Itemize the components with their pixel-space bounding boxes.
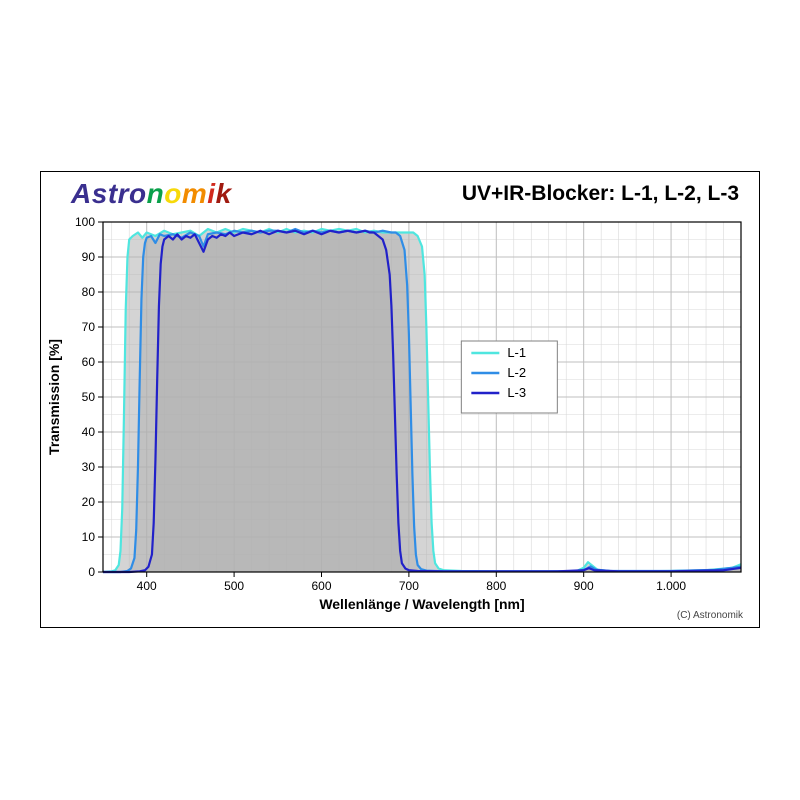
svg-text:20: 20 <box>82 495 96 509</box>
svg-text:70: 70 <box>82 320 96 334</box>
copyright-label: (C) Astronomik <box>677 610 743 621</box>
svg-text:60: 60 <box>82 355 96 369</box>
svg-text:900: 900 <box>574 579 594 593</box>
stage: Astronomik UV+IR-Blocker: L-1, L-2, L-3 … <box>0 0 800 800</box>
svg-text:Wellenlänge / Wavelength [nm]: Wellenlänge / Wavelength [nm] <box>319 596 524 612</box>
svg-text:1.000: 1.000 <box>656 579 686 593</box>
svg-text:600: 600 <box>311 579 331 593</box>
svg-text:80: 80 <box>82 285 96 299</box>
svg-text:Transmission [%]: Transmission [%] <box>46 339 62 455</box>
svg-text:L-2: L-2 <box>507 365 526 380</box>
svg-text:90: 90 <box>82 250 96 264</box>
svg-text:L-3: L-3 <box>507 385 526 400</box>
svg-text:0: 0 <box>88 565 95 579</box>
svg-text:L-1: L-1 <box>507 345 526 360</box>
svg-text:500: 500 <box>224 579 244 593</box>
chart-card: Astronomik UV+IR-Blocker: L-1, L-2, L-3 … <box>40 171 760 628</box>
svg-text:30: 30 <box>82 460 96 474</box>
svg-text:10: 10 <box>82 530 96 544</box>
brand-logo: Astronomik <box>71 178 232 210</box>
svg-text:400: 400 <box>137 579 157 593</box>
svg-text:800: 800 <box>486 579 506 593</box>
svg-text:40: 40 <box>82 425 96 439</box>
transmission-chart: 400 500 600 700 800 900 1.000 0 10 20 30 40 50 60 70 80… <box>41 172 759 627</box>
svg-text:50: 50 <box>82 390 96 404</box>
svg-text:100: 100 <box>75 215 95 229</box>
chart-title: UV+IR-Blocker: L-1, L-2, L-3 <box>462 182 739 206</box>
svg-text:700: 700 <box>399 579 419 593</box>
